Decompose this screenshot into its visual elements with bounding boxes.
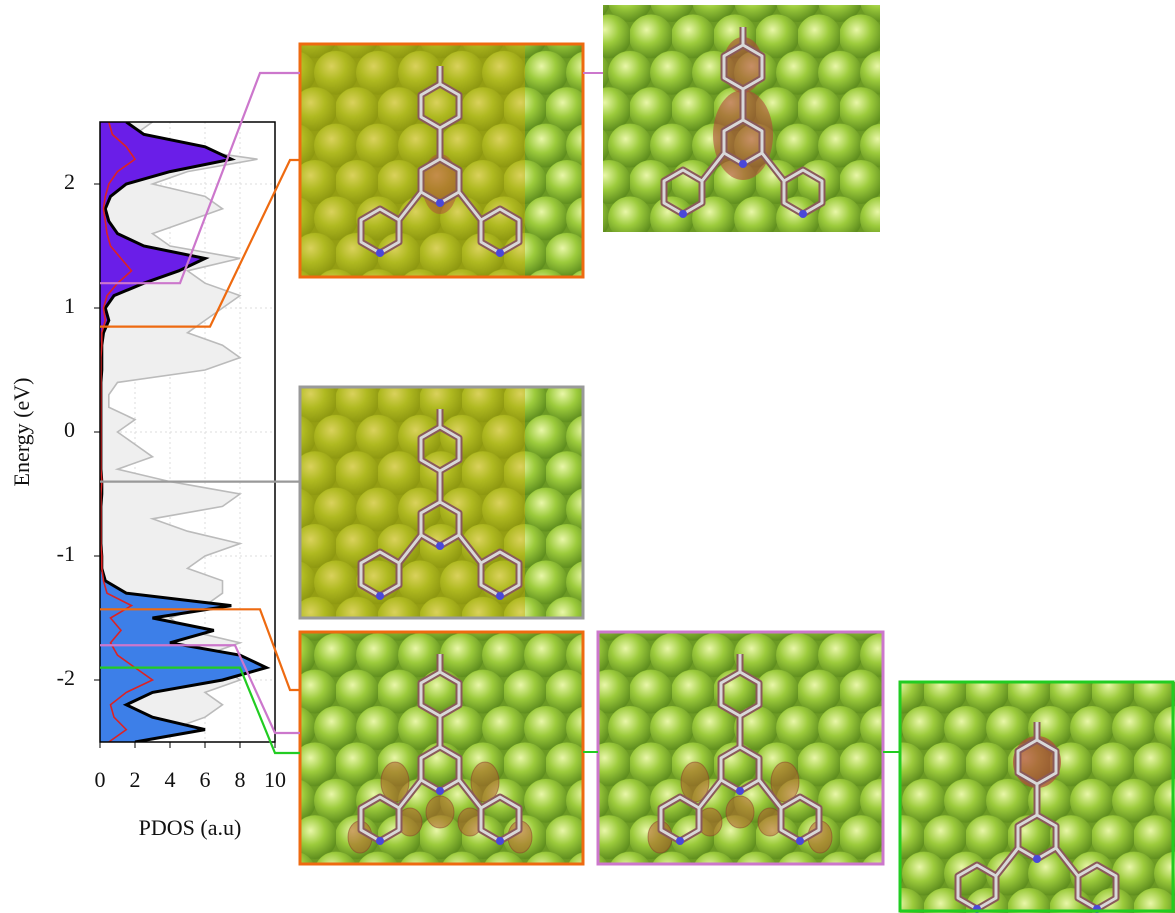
x-axis-label: PDOS (a.u) bbox=[139, 815, 242, 840]
x-tick-label: 4 bbox=[165, 767, 176, 792]
y-tick-label: 0 bbox=[64, 417, 75, 442]
area bbox=[100, 432, 267, 742]
image-lumo-plus bbox=[603, 5, 880, 232]
y-axis-label: Energy (eV) bbox=[9, 378, 34, 487]
energy-level bbox=[100, 71, 300, 285]
energy-level bbox=[100, 608, 300, 692]
y-tick-label: 2 bbox=[64, 169, 75, 194]
energy-level bbox=[100, 158, 300, 328]
x-tick-label: 2 bbox=[130, 767, 141, 792]
x-tick-label: 6 bbox=[200, 767, 211, 792]
image-fermi bbox=[298, 385, 585, 620]
area bbox=[100, 122, 232, 432]
line bbox=[100, 122, 155, 742]
energy-level bbox=[100, 666, 300, 755]
x-tick-label: 8 bbox=[235, 767, 246, 792]
energy-level bbox=[100, 644, 300, 735]
image-lumo bbox=[298, 42, 585, 279]
y-tick-label: -2 bbox=[57, 665, 75, 690]
image-homo-minus bbox=[596, 630, 885, 866]
line bbox=[108, 122, 258, 742]
image-homo-deep bbox=[898, 680, 1175, 913]
x-tick-label: 0 bbox=[95, 767, 106, 792]
y-tick-label: -1 bbox=[57, 541, 75, 566]
y-tick-label: 1 bbox=[64, 293, 75, 318]
x-tick-label: 10 bbox=[264, 767, 286, 792]
image-homo bbox=[298, 630, 585, 866]
